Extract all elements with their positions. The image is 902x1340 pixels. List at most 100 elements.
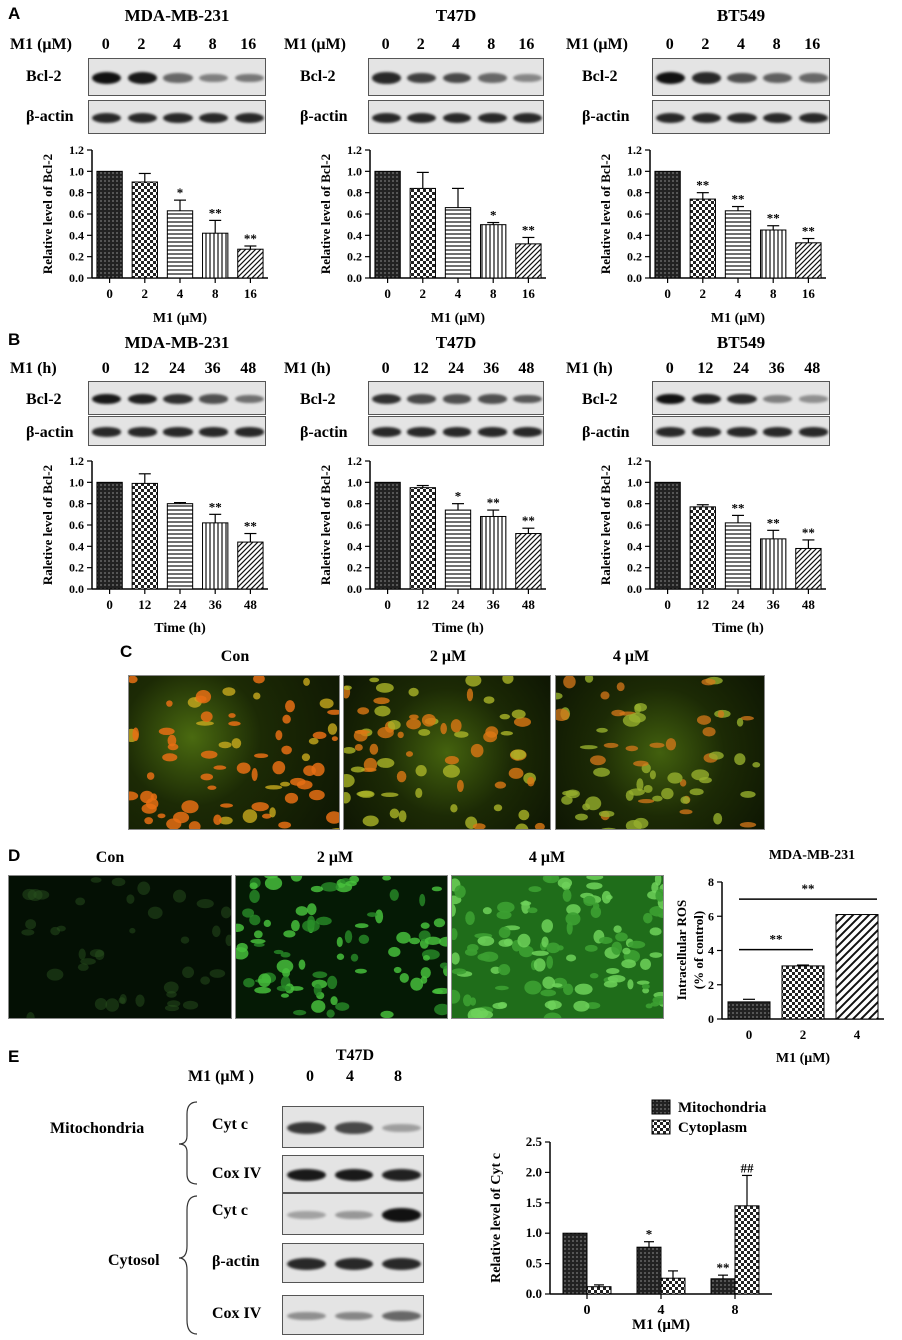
x-tick-label: 8 [770,286,777,301]
blot-row-label: M1 (h) [10,360,57,377]
cell [265,785,283,790]
protein-band [407,72,437,84]
cell [273,949,284,955]
cell [699,776,712,784]
blot-label-bcl2: Bcl-2 [300,68,336,85]
cell [515,823,529,829]
y-tick-label: 0.6 [347,518,362,532]
y-tick-label: 1.0 [69,164,84,178]
significance-mark: * [455,489,462,504]
cell [603,980,618,988]
cell [331,827,339,829]
cell [444,756,459,765]
cell [637,799,655,804]
cell [613,925,622,933]
cell [574,813,588,821]
significance-mark: * [177,185,184,200]
y-tick-label: 1.0 [347,164,362,178]
cell [434,1003,447,1016]
cell [654,876,662,886]
blot-label-bcl2: Bcl-2 [26,68,62,85]
bar [480,515,507,590]
cell [556,708,570,722]
cell [584,944,598,952]
e-fraction-braces [178,1101,198,1335]
lane-label: 8 [487,36,496,53]
blot-label-actin: β-actin [300,424,348,441]
cell [456,779,464,792]
cell [280,993,289,998]
cytc-chart: 0.0 0.5 1.0 1.5 2.0 2.5 0 * 4 ** ## 8 M1 (μM) Relativ… [489,1099,772,1333]
cell [166,990,177,998]
protein-band [656,393,686,405]
cell [652,795,663,802]
y-tick-label: 0.6 [627,518,642,532]
cell [542,876,560,884]
protein-band [334,1210,374,1220]
y-tick-label: 0.2 [347,561,362,575]
y-tick-label: 0 [708,1012,714,1026]
cell [603,742,619,748]
cell [499,713,511,720]
cell [566,954,577,962]
cell [645,1003,653,1009]
cell [306,903,317,916]
cell [406,718,422,730]
cell [508,767,524,779]
cell [482,907,492,915]
y-axis-label: (% of control) [691,911,706,989]
cell [527,776,535,787]
cell [561,795,573,805]
cell [483,696,495,704]
bar [166,503,194,590]
cell [431,886,442,892]
cell [111,877,126,887]
bar [689,506,716,590]
protein-band [512,112,542,124]
cell [213,765,227,770]
protein-band [287,1121,327,1135]
y-tick-label: 1.0 [627,475,642,489]
cell [354,744,363,751]
protein-band [372,112,402,124]
protein-band [381,1208,421,1222]
cell [357,707,370,715]
cell [249,889,260,903]
d-image-2um [235,875,448,1019]
cell [220,803,234,808]
significance-mark: ** [802,525,815,540]
bcl2-blot [368,58,544,96]
cell [409,714,419,720]
cell [649,905,663,917]
cell [261,813,272,819]
cell [643,784,653,793]
cell [212,925,221,938]
protein-band [798,73,828,83]
cell [242,809,258,823]
legend-swatch [651,1099,671,1115]
cell [717,710,725,718]
x-tick-label: 0 [106,597,113,612]
cell [250,938,266,944]
cell [172,889,187,903]
cell [264,876,283,891]
cell [163,981,179,994]
cell [655,888,663,902]
cell [298,959,306,970]
cell [419,893,426,907]
bar [96,481,123,590]
protein-band [92,393,122,405]
protein-band [334,1122,374,1134]
y-tick-label: 0.0 [69,271,84,285]
protein-band [442,427,472,437]
protein-band [442,72,472,84]
lane-label: 12 [133,360,150,377]
x-tick-label: 2 [142,286,149,301]
c-image-con-cells [129,676,339,829]
cell [302,919,320,933]
cell [628,712,646,723]
cell [464,948,478,956]
lane-label: 0 [381,360,390,377]
cell [573,1000,590,1012]
x-tick-label: 12 [138,597,151,612]
